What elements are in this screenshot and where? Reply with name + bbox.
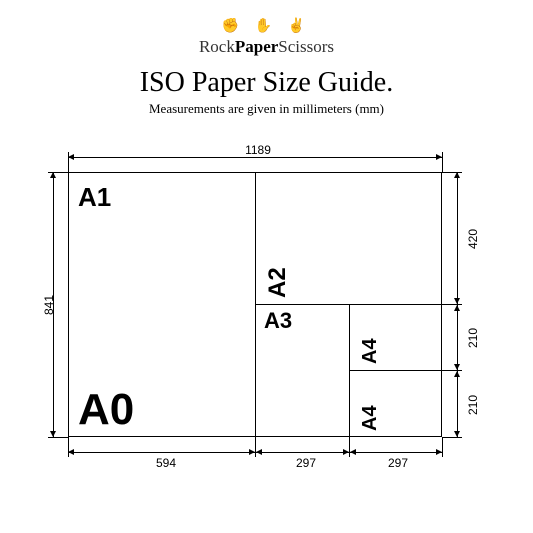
iso-diagram: A0 A1 A2 A3 A4 A4 1189 841 420 210 210 5… (48, 148, 488, 488)
dim-right-arrow-u3 (454, 371, 460, 377)
brand-part2: Paper (235, 37, 278, 56)
dim-top-tick-r (442, 152, 443, 172)
brand-icons: ✊ ✋ ✌ (0, 18, 533, 35)
a1-label: A1 (78, 184, 111, 210)
dim-bottom-297a: 297 (286, 456, 326, 470)
brand-name: RockPaperScissors (0, 37, 533, 57)
dim-right-tick-3 (442, 437, 462, 438)
dim-top-label: 1189 (238, 143, 278, 157)
page-subtitle: Measurements are given in millimeters (m… (0, 101, 533, 117)
a4b-label: A4 (360, 405, 380, 431)
a3-label: A3 (264, 310, 292, 332)
dim-bottom-arrow-l2 (256, 449, 262, 455)
a4a-label: A4 (360, 338, 380, 364)
dim-bottom-arrow-l1 (68, 449, 74, 455)
dim-top-line (68, 157, 442, 158)
dim-right-arrow-d3 (454, 431, 460, 437)
dim-bottom-297b: 297 (378, 456, 418, 470)
dim-right-210a: 210 (466, 323, 480, 353)
page-title: ISO Paper Size Guide. (0, 67, 533, 99)
a4-divider (349, 370, 442, 371)
dim-left-arrow-u (50, 172, 56, 178)
dim-right-arrow-d1 (454, 298, 460, 304)
dim-bottom-arrow-r1 (249, 449, 255, 455)
dim-left-arrow-d (50, 431, 56, 437)
dim-right-arrow-u2 (454, 305, 460, 311)
dim-bottom-arrow-r3 (436, 449, 442, 455)
brand-part1: Rock (199, 37, 235, 56)
dim-right-210b: 210 (466, 390, 480, 420)
a0-label: A0 (78, 388, 134, 432)
brand-part3: Scissors (278, 37, 334, 56)
dim-left-label: 841 (42, 290, 56, 320)
dim-left-tick-b (48, 437, 68, 438)
dim-right-arrow-u1 (454, 172, 460, 178)
dim-right-420: 420 (466, 224, 480, 254)
dim-bottom-594: 594 (146, 456, 186, 470)
dim-bottom-arrow-r2 (343, 449, 349, 455)
dim-bottom-tick-3 (442, 437, 443, 457)
dim-bottom-arrow-l3 (350, 449, 356, 455)
dim-top-arrow-r (436, 154, 442, 160)
dim-top-arrow-l (68, 154, 74, 160)
dim-right-arrow-d2 (454, 364, 460, 370)
a2-label: A2 (266, 267, 290, 298)
